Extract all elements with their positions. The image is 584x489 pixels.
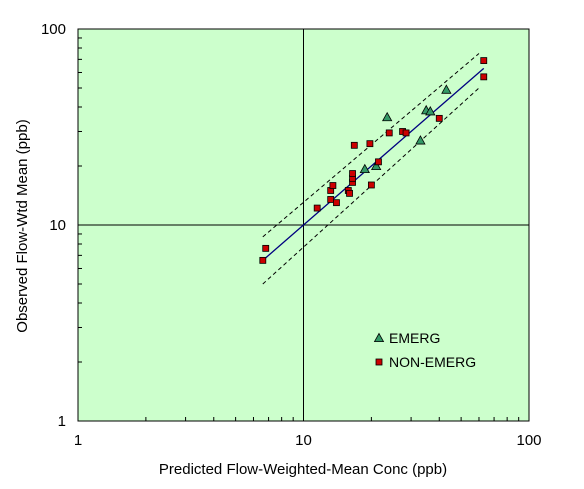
legend-non-emerg-marker — [375, 358, 383, 366]
fit-line — [262, 67, 485, 261]
non-emerg-point — [262, 244, 270, 252]
emerg-point — [381, 111, 393, 122]
non-emerg-point — [435, 114, 443, 122]
x-tick-label: 10 — [295, 432, 312, 449]
emerg-point — [415, 135, 426, 145]
non-emerg-point — [327, 196, 335, 203]
legend-emerg-label: EMERG — [389, 330, 440, 346]
non-emerg-point — [346, 189, 353, 197]
non-emerg-point — [349, 170, 356, 177]
y-tick-label: 10 — [49, 217, 66, 234]
emerg-point — [370, 160, 382, 170]
y-axis-title: Observed Flow-Wtd Mean (ppb) — [14, 119, 31, 332]
x-tick-label: 100 — [516, 432, 541, 449]
legend-non-emerg-label: NON-EMERG — [389, 354, 476, 370]
x-axis-ticks: 1 10 100 — [74, 413, 542, 449]
non-emerg-point — [367, 181, 375, 189]
legend: EMERG NON-EMERG — [373, 330, 476, 370]
non-emerg-point — [402, 129, 410, 137]
non-emerg-point — [366, 140, 374, 148]
y-tick-label: 100 — [41, 21, 66, 38]
non-emerg-point — [375, 158, 382, 166]
emerg-point — [441, 84, 452, 94]
non-emerg-point — [333, 199, 340, 207]
non-emerg-point — [259, 256, 267, 264]
emerg-point — [359, 163, 370, 174]
x-axis-title: Predicted Flow-Weighted-Mean Conc (ppb) — [159, 461, 447, 478]
y-tick-label: 1 — [58, 413, 66, 430]
x-tick-label: 1 — [74, 432, 82, 449]
emerg-point — [425, 106, 436, 116]
data-points — [259, 57, 488, 264]
non-emerg-point — [480, 73, 488, 81]
legend-emerg-marker — [373, 332, 385, 343]
non-emerg-point — [329, 182, 337, 189]
non-emerg-point — [313, 204, 321, 212]
non-emerg-point — [350, 141, 358, 149]
non-emerg-point — [480, 57, 488, 64]
y-axis-ticks: 1 10 100 — [41, 21, 86, 430]
non-emerg-point — [385, 129, 393, 137]
fit-line-group — [262, 67, 485, 261]
